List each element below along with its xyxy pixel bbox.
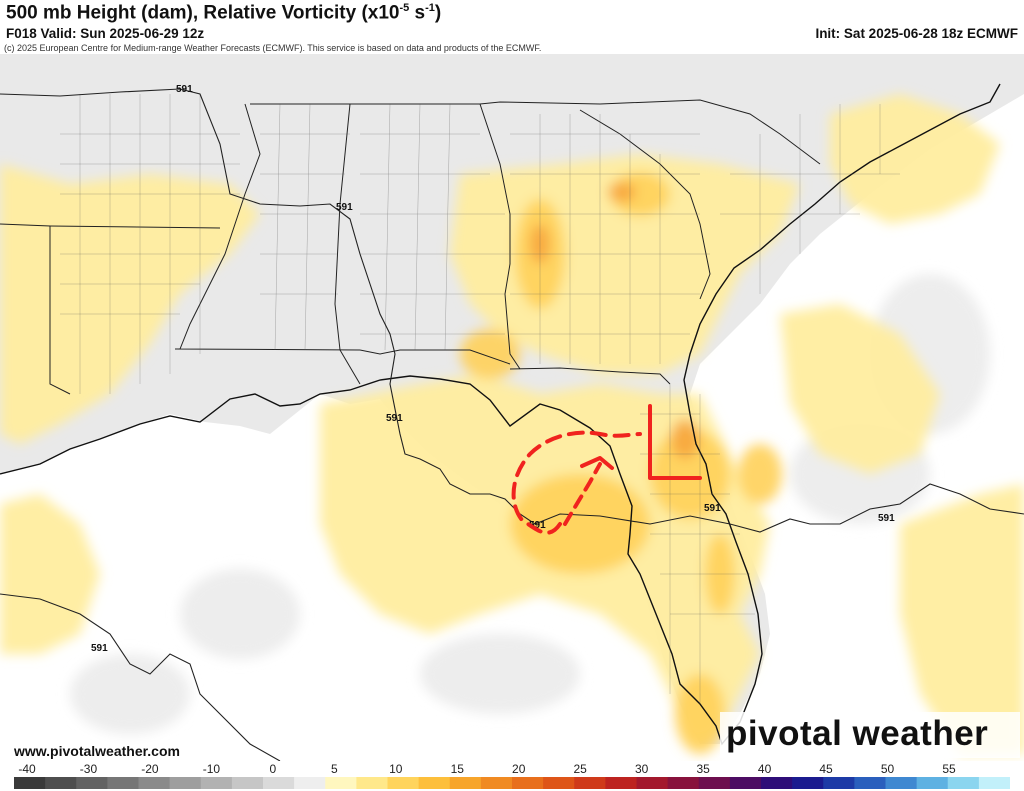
contour-label: 591 bbox=[704, 503, 721, 514]
colorbar-segment bbox=[885, 777, 918, 789]
height-contour bbox=[0, 88, 1024, 761]
colorbar-segment bbox=[76, 777, 108, 789]
vorticity-field bbox=[0, 94, 1024, 754]
colorbar-tick-label: 15 bbox=[450, 762, 464, 776]
colorbar bbox=[14, 777, 1010, 789]
contour-label: 591 bbox=[91, 643, 108, 654]
colorbar-segment bbox=[667, 777, 700, 789]
weather-map: 591 591 591 591 591 591 591 bbox=[0, 54, 1024, 761]
contour-label: 591 bbox=[336, 202, 353, 213]
colorbar-tick-label: 0 bbox=[269, 762, 277, 776]
colorbar-segment bbox=[512, 777, 544, 789]
colorbar-segment bbox=[916, 777, 949, 789]
colorbar-segment bbox=[325, 777, 357, 789]
arrow-head bbox=[580, 456, 614, 470]
colorbar-tick-label: 30 bbox=[634, 762, 649, 776]
colorbar-segment bbox=[263, 777, 295, 789]
colorbar-tick-label: 25 bbox=[573, 762, 587, 776]
colorbar-tick-label: 45 bbox=[819, 762, 833, 776]
trough-marker bbox=[648, 404, 702, 480]
colorbar-segment bbox=[480, 777, 513, 789]
colorbar-segment bbox=[761, 777, 793, 789]
colorbar-segment bbox=[698, 777, 731, 789]
valid-time: F018 Valid: Sun 2025-06-29 12z bbox=[6, 26, 205, 41]
colorbar-segment bbox=[107, 777, 140, 789]
colorbar-tick-label: -10 bbox=[202, 762, 221, 776]
colorbar-segment bbox=[387, 777, 420, 789]
contour-labels: 591 591 591 591 591 591 591 bbox=[91, 84, 895, 654]
contour-label: 591 bbox=[176, 84, 193, 95]
init-time: Init: Sat 2025-06-28 18z ECMWF bbox=[815, 26, 1018, 41]
colorbar-tick-label: -20 bbox=[141, 762, 159, 776]
colorbar-tick-label: -40 bbox=[18, 762, 36, 776]
colorbar-segment bbox=[543, 777, 575, 789]
colorbar-segment bbox=[200, 777, 233, 789]
colorbar-segment bbox=[356, 777, 389, 789]
coastline bbox=[0, 83, 1001, 746]
colorbar-tick-label: -30 bbox=[79, 762, 98, 776]
title-unit-exponent: -1 bbox=[425, 2, 435, 14]
colorbar-tick-label: 40 bbox=[757, 762, 772, 776]
colorbar-segment bbox=[294, 777, 326, 789]
title-close: ) bbox=[434, 2, 442, 24]
colorbar-segment bbox=[636, 777, 669, 789]
colorbar-segment bbox=[729, 777, 762, 789]
chart-title: 500 mb Height (dam), Relative Vorticity … bbox=[6, 2, 441, 24]
contour-label: 591 bbox=[386, 413, 403, 424]
contour-label: 591 bbox=[529, 520, 546, 531]
state-borders bbox=[0, 99, 821, 395]
colorbar-segment bbox=[418, 777, 451, 789]
colorbar-segment bbox=[605, 777, 638, 789]
colorbar-tick-label: 10 bbox=[389, 762, 403, 776]
colorbar-segment bbox=[574, 777, 606, 789]
colorbar-tick-label: 5 bbox=[330, 762, 338, 776]
colorbar-segment bbox=[138, 777, 171, 789]
colorbar-segment bbox=[854, 777, 887, 789]
copyright-notice: (c) 2025 European Centre for Medium-rang… bbox=[4, 43, 542, 53]
dashed-arrow-shaft bbox=[563, 462, 602, 526]
colorbar-segment bbox=[792, 777, 824, 789]
title-exponent: -5 bbox=[399, 2, 410, 14]
colorbar-segment bbox=[45, 777, 77, 789]
contour-label: 591 bbox=[878, 513, 895, 524]
colorbar-segment bbox=[449, 777, 482, 789]
title-text: 500 mb Height (dam), Relative Vorticity … bbox=[6, 2, 400, 24]
colorbar-segment bbox=[978, 777, 1010, 789]
colorbar-tick-label: 35 bbox=[696, 762, 710, 776]
colorbar-tick-label: 20 bbox=[512, 762, 526, 776]
colorbar-segment bbox=[169, 777, 202, 789]
dashed-circulation-arc bbox=[511, 430, 642, 535]
colorbar-segment bbox=[823, 777, 855, 789]
colorbar-segment bbox=[947, 777, 980, 789]
brand-backdrop bbox=[720, 712, 1020, 758]
colorbar-tick-label: 50 bbox=[880, 762, 895, 776]
colorbar-segment bbox=[231, 777, 264, 789]
county-lines bbox=[60, 94, 900, 704]
brand-logo: pivotal weather bbox=[726, 714, 989, 753]
website-label: www.pivotalweather.com bbox=[14, 743, 180, 759]
title-unit: s bbox=[409, 2, 426, 24]
colorbar-segment bbox=[14, 777, 46, 789]
colorbar-tick-label: 55 bbox=[942, 762, 956, 776]
hand-annotations bbox=[511, 404, 702, 535]
